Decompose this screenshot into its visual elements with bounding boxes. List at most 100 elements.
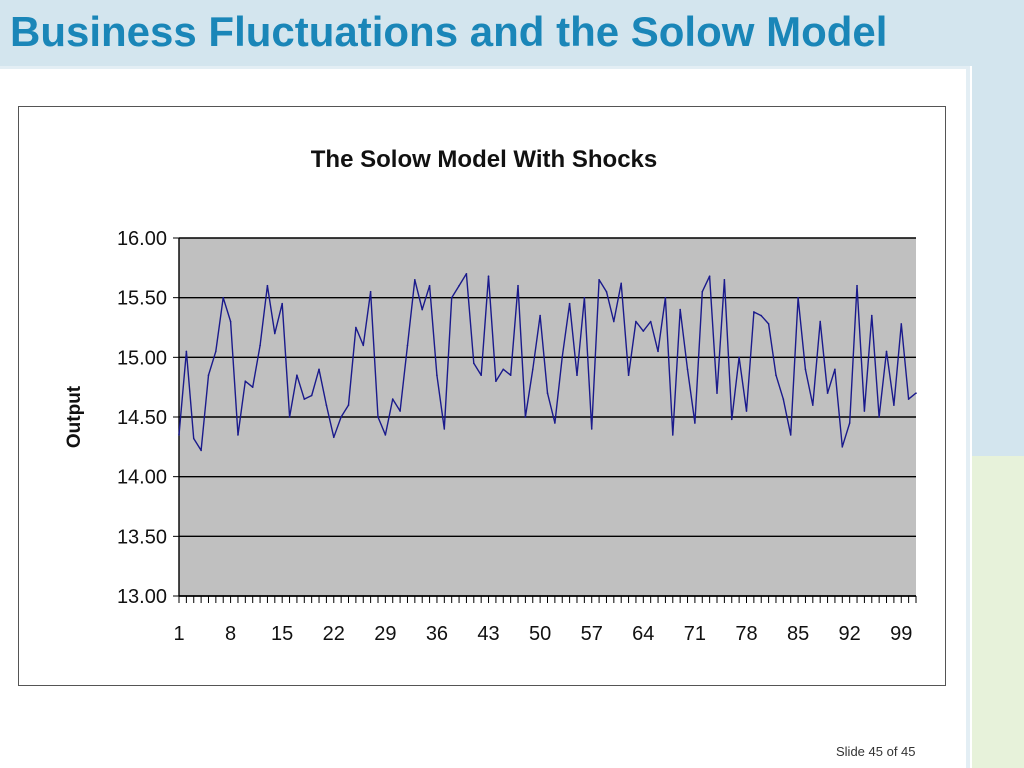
x-tick-label: 64 [632, 623, 654, 645]
data-point [318, 368, 320, 371]
data-point [362, 344, 365, 347]
data-point [649, 320, 652, 323]
data-point [473, 362, 475, 365]
x-tick-label: 78 [735, 623, 757, 645]
x-tick-label: 1 [173, 623, 184, 645]
data-point [207, 374, 210, 377]
data-point [657, 350, 659, 353]
data-point [745, 410, 748, 412]
data-point [465, 273, 468, 275]
data-point [369, 290, 372, 293]
y-tick-label: 14.00 [117, 467, 167, 489]
data-point [288, 416, 291, 418]
data-point [539, 314, 541, 317]
data-point [826, 392, 829, 394]
y-tick-label: 16.00 [117, 228, 167, 250]
data-point [200, 449, 202, 452]
x-tick-label: 43 [477, 623, 499, 645]
data-point [819, 320, 821, 323]
data-point [671, 434, 674, 436]
data-point [296, 374, 298, 377]
data-point [583, 296, 586, 299]
data-point [266, 284, 269, 287]
data-point [450, 296, 453, 299]
data-point [421, 308, 424, 311]
x-tick-label: 71 [684, 623, 706, 645]
data-point [694, 422, 696, 424]
x-tick-label: 22 [323, 623, 345, 645]
data-point [244, 380, 247, 383]
data-point [274, 332, 276, 335]
y-tick-label: 14.50 [117, 407, 167, 429]
slide-title: Business Fluctuations and the Solow Mode… [10, 8, 888, 55]
data-point [863, 410, 866, 412]
data-point [870, 314, 873, 317]
data-point [561, 356, 564, 359]
data-point [679, 308, 681, 311]
y-tick-label: 13.50 [117, 526, 167, 548]
data-point [767, 323, 770, 325]
data-point [487, 275, 490, 277]
data-point [760, 314, 763, 317]
y-tick-label: 15.50 [117, 288, 167, 310]
data-point [414, 278, 416, 281]
data-point [915, 392, 917, 394]
data-point [192, 437, 195, 440]
data-point [480, 374, 482, 377]
data-point [730, 418, 733, 421]
content-divider [966, 66, 970, 768]
data-point [797, 296, 799, 299]
data-point [546, 392, 549, 394]
data-point [281, 302, 283, 305]
data-point [620, 282, 622, 285]
data-point [686, 368, 689, 371]
x-tick-label: 8 [225, 623, 236, 645]
data-point [723, 278, 726, 281]
x-tick-label: 36 [426, 623, 448, 645]
x-tick-label: 57 [581, 623, 603, 645]
data-point [590, 428, 593, 430]
data-point [568, 302, 571, 305]
data-point [229, 320, 232, 323]
data-point [738, 356, 740, 359]
data-point [878, 416, 880, 418]
data-point [531, 368, 534, 371]
data-point [576, 374, 578, 377]
slide-number: Slide 45 of 45 [836, 744, 916, 759]
data-point [251, 386, 254, 388]
title-band [0, 0, 1024, 66]
right-accent-green [972, 456, 1024, 768]
y-tick-label: 13.00 [117, 586, 167, 608]
data-point [222, 296, 225, 299]
data-point [502, 368, 505, 371]
data-point [509, 374, 512, 377]
data-point [708, 275, 711, 277]
data-point [554, 422, 556, 424]
chart-container: The Solow Model With Shocks 16.00 15.50 15.… [18, 106, 946, 686]
x-tick-label: 85 [787, 623, 809, 645]
data-point [834, 368, 836, 371]
data-point [664, 296, 667, 299]
data-point [753, 311, 755, 313]
y-tick-label: 15.00 [117, 347, 167, 369]
y-axis-label: Output [64, 385, 85, 448]
data-point [178, 434, 180, 436]
data-point [325, 404, 328, 406]
x-tick-label: 99 [890, 623, 912, 645]
data-point [443, 428, 446, 430]
x-tick-label: 92 [839, 623, 861, 645]
data-point [524, 416, 527, 418]
data-point [635, 320, 637, 323]
data-point [907, 398, 910, 400]
data-point [613, 320, 615, 323]
data-point [399, 410, 401, 412]
data-point [237, 434, 239, 436]
data-point [900, 323, 903, 325]
data-point [893, 404, 895, 406]
data-point [716, 392, 718, 394]
data-point [215, 350, 217, 353]
data-point [428, 284, 431, 287]
chart-title: The Solow Model With Shocks [311, 146, 657, 173]
data-point [812, 404, 814, 406]
data-point [598, 278, 600, 281]
